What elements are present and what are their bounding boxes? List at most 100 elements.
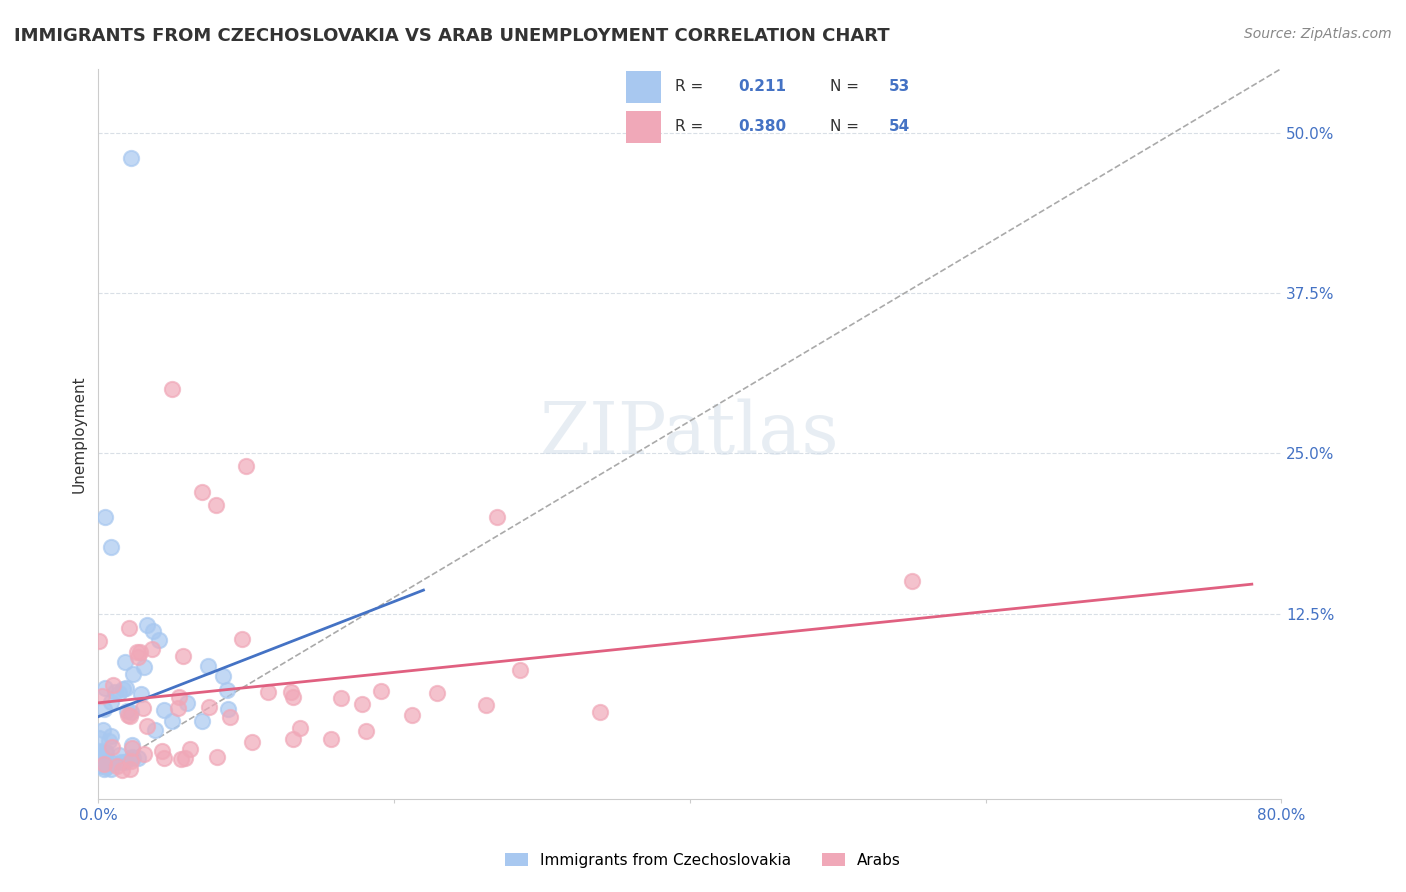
Point bbox=[94, 681, 117, 695]
Point bbox=[93, 702, 115, 716]
Point bbox=[104, 685, 127, 699]
Point bbox=[94, 745, 117, 759]
Point bbox=[121, 751, 143, 765]
Text: R =: R = bbox=[675, 79, 709, 94]
Point bbox=[166, 701, 188, 715]
Point bbox=[350, 698, 373, 712]
Point bbox=[101, 756, 124, 770]
Point bbox=[117, 707, 139, 722]
Point bbox=[93, 756, 115, 771]
Point bbox=[94, 510, 117, 524]
Text: R =: R = bbox=[675, 120, 709, 134]
Point bbox=[93, 762, 115, 776]
Point bbox=[129, 645, 152, 659]
Point bbox=[329, 690, 352, 705]
Point bbox=[197, 659, 219, 673]
Point bbox=[89, 746, 111, 760]
Point bbox=[114, 756, 136, 770]
Point bbox=[132, 701, 155, 715]
Point bbox=[112, 681, 135, 696]
Point bbox=[281, 690, 304, 704]
Text: 54: 54 bbox=[889, 120, 911, 134]
Point bbox=[150, 743, 173, 757]
Point bbox=[231, 632, 253, 647]
Point bbox=[217, 702, 239, 716]
Point bbox=[143, 723, 166, 738]
Point bbox=[170, 752, 193, 766]
Point bbox=[280, 685, 302, 699]
Point bbox=[100, 540, 122, 554]
Point bbox=[94, 760, 117, 774]
FancyBboxPatch shape bbox=[626, 112, 661, 143]
Point bbox=[173, 751, 195, 765]
Point bbox=[179, 742, 201, 756]
Point bbox=[127, 751, 149, 765]
Text: ZIPatlas: ZIPatlas bbox=[540, 399, 839, 469]
Point bbox=[240, 735, 263, 749]
Point bbox=[120, 754, 142, 768]
Point bbox=[89, 746, 111, 760]
Point bbox=[486, 510, 509, 524]
Point bbox=[354, 723, 377, 738]
Text: Source: ZipAtlas.com: Source: ZipAtlas.com bbox=[1244, 27, 1392, 41]
Text: IMMIGRANTS FROM CZECHOSLOVAKIA VS ARAB UNEMPLOYMENT CORRELATION CHART: IMMIGRANTS FROM CZECHOSLOVAKIA VS ARAB U… bbox=[14, 27, 890, 45]
Point bbox=[100, 762, 122, 776]
Point bbox=[108, 747, 131, 762]
Point bbox=[288, 721, 311, 735]
Point bbox=[172, 648, 194, 663]
Text: N =: N = bbox=[830, 79, 863, 94]
Point bbox=[321, 731, 343, 746]
Point bbox=[91, 689, 114, 703]
Point bbox=[100, 695, 122, 709]
Point bbox=[87, 744, 110, 758]
Point bbox=[96, 757, 118, 772]
Point bbox=[120, 705, 142, 719]
Point bbox=[135, 719, 157, 733]
Text: N =: N = bbox=[830, 120, 863, 134]
Point bbox=[153, 751, 176, 765]
Point bbox=[401, 708, 423, 723]
Point bbox=[129, 687, 152, 701]
Point bbox=[93, 753, 115, 767]
Point bbox=[87, 634, 110, 648]
Legend: Immigrants from Czechoslovakia, Arabs: Immigrants from Czechoslovakia, Arabs bbox=[498, 845, 908, 875]
FancyBboxPatch shape bbox=[626, 71, 661, 103]
Point bbox=[120, 762, 142, 776]
Point bbox=[96, 756, 118, 770]
Point bbox=[114, 655, 136, 669]
Point bbox=[198, 700, 221, 714]
Point bbox=[205, 750, 228, 764]
Point bbox=[475, 698, 498, 712]
Point bbox=[121, 740, 143, 755]
Point bbox=[90, 759, 112, 773]
Point bbox=[110, 755, 132, 769]
Point bbox=[101, 678, 124, 692]
Point bbox=[283, 732, 305, 747]
Point bbox=[90, 746, 112, 760]
Point bbox=[219, 709, 242, 723]
Point bbox=[589, 705, 612, 719]
Point bbox=[111, 763, 134, 777]
Point bbox=[101, 739, 124, 754]
Point bbox=[121, 738, 143, 752]
Point bbox=[91, 723, 114, 737]
Point bbox=[117, 704, 139, 718]
Text: 53: 53 bbox=[889, 79, 911, 94]
Point bbox=[509, 663, 531, 677]
Point bbox=[135, 618, 157, 632]
Point bbox=[120, 151, 142, 165]
Point bbox=[125, 645, 148, 659]
Point bbox=[217, 683, 239, 698]
Point bbox=[235, 458, 257, 473]
Point bbox=[120, 708, 142, 723]
Point bbox=[426, 686, 449, 700]
Point bbox=[191, 714, 214, 728]
Point bbox=[900, 574, 922, 589]
Point bbox=[153, 702, 176, 716]
Point bbox=[148, 632, 170, 647]
Point bbox=[89, 731, 111, 746]
Point bbox=[108, 685, 131, 699]
Point bbox=[256, 685, 278, 699]
Point bbox=[121, 749, 143, 764]
Point bbox=[114, 681, 136, 695]
